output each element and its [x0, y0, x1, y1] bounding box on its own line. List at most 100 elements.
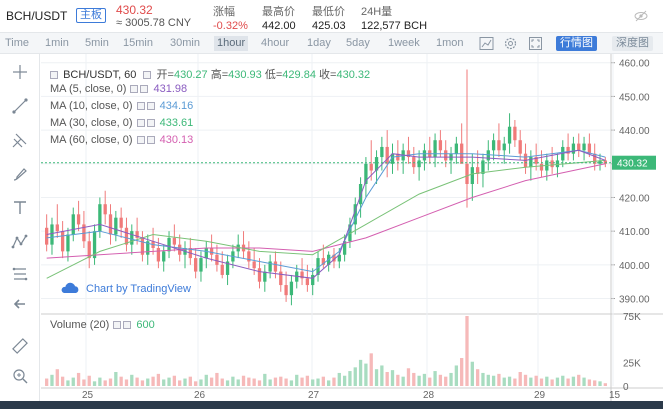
candle-body: [406, 150, 411, 158]
volume-bar: [353, 367, 357, 386]
tf-30min[interactable]: 30min: [170, 37, 200, 49]
tf-4hour[interactable]: 4hour: [261, 37, 290, 49]
volume-bar: [539, 378, 544, 386]
settings-gear-icon[interactable]: [503, 36, 518, 51]
volume-bar: [215, 372, 219, 386]
volume-axis-label: 25K: [623, 359, 641, 370]
ma5-settings-icon[interactable]: [130, 85, 139, 93]
volume-bar: [534, 375, 538, 386]
date-axis-label: 27: [308, 390, 320, 401]
tf-time[interactable]: Time: [5, 37, 30, 49]
pattern-tool-icon[interactable]: [10, 232, 30, 252]
brush-icon[interactable]: [10, 164, 30, 184]
text-tool-icon[interactable]: [10, 198, 30, 218]
board-badge[interactable]: 主板: [76, 8, 106, 23]
candle-body: [119, 217, 123, 228]
candle-body: [199, 258, 203, 272]
tf-1hour[interactable]: 1hour: [214, 36, 249, 51]
ma10-settings-icon[interactable]: [136, 102, 145, 110]
volume-bar: [135, 377, 139, 386]
crosshair-icon[interactable]: [10, 62, 30, 82]
pitchfork-icon[interactable]: [10, 130, 30, 150]
candle-body: [396, 153, 400, 161]
volume-bar: [475, 369, 480, 386]
date-axis-label: 15: [609, 390, 621, 401]
volume-bar: [401, 376, 405, 386]
ma60-settings-icon[interactable]: [136, 136, 145, 144]
pro-chart-button[interactable]: 行情图: [556, 36, 597, 51]
indicator-chart-icon[interactable]: [479, 36, 494, 51]
volume-bar: [55, 369, 59, 386]
candle-body: [114, 217, 118, 235]
candle-body: [577, 143, 581, 151]
volume-bar: [523, 374, 528, 386]
trend-line-icon[interactable]: [10, 96, 30, 116]
collapse-icon[interactable]: [50, 71, 58, 79]
volume-stat: 24H量 122,577 BCH: [361, 3, 427, 32]
candle-body: [507, 126, 512, 144]
tf-1day[interactable]: 1day: [307, 37, 331, 49]
volume-bar: [193, 381, 198, 386]
candle-body: [566, 146, 570, 154]
candle-body: [135, 231, 139, 238]
ma10-close-icon[interactable]: [146, 102, 155, 110]
candle-body: [263, 271, 267, 282]
high-value: 442.00: [262, 20, 296, 32]
candle-body: [534, 157, 538, 164]
ma60-close-icon[interactable]: [146, 136, 155, 144]
candle-body: [385, 146, 389, 164]
volume-bar: [529, 377, 533, 386]
candle-body: [369, 163, 373, 171]
candle-body: [204, 248, 208, 259]
depth-chart-button[interactable]: 深度图: [612, 36, 653, 51]
volume-bar: [374, 369, 379, 386]
volume-close-icon[interactable]: [123, 321, 132, 329]
tf-1week[interactable]: 1week: [388, 37, 420, 49]
fib-levels-icon[interactable]: [10, 264, 30, 284]
tf-5min[interactable]: 5min: [85, 37, 109, 49]
ruler-icon[interactable]: [10, 336, 30, 356]
volume-bar: [236, 379, 240, 386]
price-axis-label: 440.00: [619, 126, 650, 137]
hide-eye-icon[interactable]: [634, 9, 648, 23]
ma5-close-icon[interactable]: [140, 85, 149, 93]
volume-bar: [513, 378, 517, 386]
candle-body: [316, 258, 320, 275]
volume-bar: [380, 365, 384, 386]
volume-bar: [178, 380, 182, 386]
volume-settings-icon[interactable]: [113, 321, 122, 329]
price-chart[interactable]: 460.00450.00440.00430.00420.00410.00400.…: [41, 54, 663, 401]
fullscreen-icon[interactable]: [528, 36, 543, 51]
tf-15min[interactable]: 15min: [123, 37, 153, 49]
volume-bar: [449, 372, 453, 386]
ma30-settings-icon[interactable]: [136, 119, 145, 127]
volume-bar: [209, 377, 214, 386]
volume-bar: [561, 375, 565, 386]
tf-5day[interactable]: 5day: [346, 37, 370, 49]
zoom-in-icon[interactable]: [10, 366, 30, 386]
candle-body: [215, 254, 219, 265]
candle-body: [475, 167, 480, 174]
volume-bar: [454, 365, 459, 386]
volume-bar: [577, 374, 581, 386]
volume-bar: [507, 376, 512, 386]
tf-1min[interactable]: 1min: [45, 37, 69, 49]
volume-bar: [502, 377, 506, 386]
volume-bar: [321, 376, 325, 386]
tradingview-watermark[interactable]: Chart by TradingView: [60, 282, 191, 295]
volume-bar: [257, 380, 262, 386]
candle-body: [172, 237, 177, 245]
ma30-close-icon[interactable]: [146, 119, 155, 127]
legend-settings-icon[interactable]: [143, 71, 152, 79]
candle-body: [305, 278, 310, 286]
volume-bar: [199, 379, 203, 386]
candle-body: [502, 143, 506, 151]
candle-body: [481, 160, 485, 174]
low-label: 最低价: [312, 6, 345, 18]
volume-bar: [273, 377, 278, 386]
back-arrow-icon[interactable]: [10, 294, 30, 314]
price-axis-label: 400.00: [619, 261, 650, 272]
high-value: 430.93: [228, 69, 262, 81]
candle-body: [55, 224, 59, 232]
tf-1mon[interactable]: 1mon: [436, 37, 464, 49]
